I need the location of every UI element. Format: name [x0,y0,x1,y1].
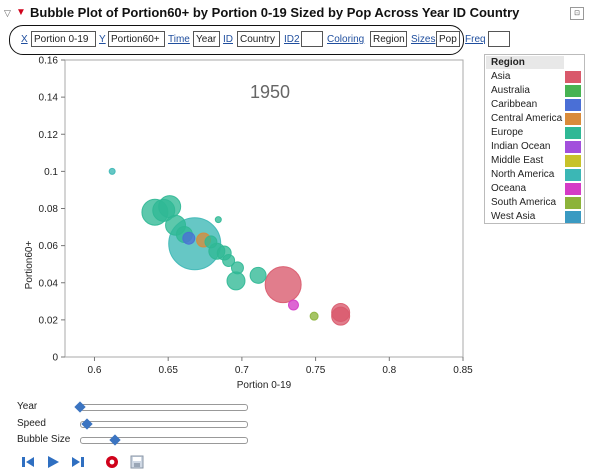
bubbles [108,167,351,326]
y-tick-label: 0.14 [39,93,59,104]
bubble[interactable] [108,167,116,175]
legend-swatch [565,183,581,195]
y-tick-label: 0.06 [39,241,59,252]
bubble[interactable] [182,231,196,245]
x-tick-label: 0.65 [158,365,178,376]
legend-item[interactable]: South America [491,197,557,208]
legend-item[interactable]: Asia [491,71,511,82]
legend-item[interactable]: West Asia [491,211,536,222]
year-watermark: 1950 [250,82,290,102]
year-slider[interactable] [80,404,248,411]
legend-swatch [565,113,581,125]
record-icon [105,456,118,468]
freq-role-field[interactable] [488,31,510,47]
y-tick-label: 0.16 [39,56,59,67]
legend-item[interactable]: Caribbean [491,99,538,110]
y-tick-label: 0 [52,353,58,364]
step-forward-button[interactable] [69,454,86,470]
region-legend: Region Asia Australia Caribbean Central Ame… [484,54,585,224]
y-tick-label: 0.02 [39,315,59,326]
report-title: Bubble Plot of Portion60+ by Portion 0-1… [30,5,520,20]
legend-title: Region [486,56,564,69]
legend-item[interactable]: Middle East [491,155,544,166]
y-tick-label: 0.1 [44,167,58,178]
x-tick-label: 0.7 [235,365,249,376]
legend-swatch [565,71,581,83]
legend-item[interactable]: Oceana [491,183,527,194]
y-role-link[interactable]: Y [99,34,106,45]
y-axis-label: Portion60+ [24,241,35,290]
time-role-link[interactable]: Time [168,34,190,45]
id-role-link[interactable]: ID [223,34,233,45]
red-triangle-menu-icon[interactable]: ▼ [16,7,26,18]
x-tick-label: 0.6 [88,365,102,376]
x-tick-label: 0.85 [453,365,473,376]
disclosure-icon[interactable]: ▽ [4,8,11,18]
legend-swatch [565,127,581,139]
bubble[interactable] [264,266,302,304]
bubble-size-slider-label: Bubble Size [17,434,71,445]
play-icon [47,456,59,468]
legend-swatch [565,197,581,209]
sizes-role-link[interactable]: Sizes [411,34,436,45]
record-button[interactable] [103,454,120,470]
window-options-icon[interactable]: ⊡ [570,7,584,20]
bubble[interactable] [214,216,222,224]
legend-swatch [565,155,581,167]
step-forward-icon [71,457,84,467]
id-role-field[interactable]: Country [237,31,280,47]
sizes-role-field[interactable]: Pop [436,31,460,47]
legend-item[interactable]: North America [491,169,555,180]
bubble[interactable] [331,306,351,326]
bubble-size-slider[interactable] [80,437,248,444]
bubble[interactable] [226,271,246,291]
y-tick-label: 0.08 [39,204,59,215]
legend-item[interactable]: Australia [491,85,530,96]
legend-swatch [565,169,581,181]
bubble[interactable] [158,195,182,219]
bubble[interactable] [249,266,267,284]
year-slider-label: Year [17,401,38,412]
axes: 0.6 0.65 0.7 0.75 0.8 0.85 0 0.02 0.04 0.06 0.08 0.… [39,56,474,377]
legend-item[interactable]: Europe [491,127,524,138]
y-tick-label: 0.04 [39,278,59,289]
legend-item[interactable]: Indian Ocean [491,141,551,152]
id2-role-field[interactable] [301,31,323,47]
legend-swatch [565,141,581,153]
bubble[interactable] [222,253,236,267]
x-role-field[interactable]: Portion 0-19 [31,31,96,47]
freq-role-link[interactable]: Freq [465,34,486,45]
bubble[interactable] [287,299,299,311]
y-role-field[interactable]: Portion60+ [108,31,165,47]
legend-swatch [565,211,581,223]
y-tick-label: 0.12 [39,130,59,141]
report-header: ▽ ▼ Bubble Plot of Portion60+ by Portion… [0,0,591,26]
play-button[interactable] [44,454,61,470]
coloring-role-link[interactable]: Coloring [327,34,365,45]
x-tick-label: 0.75 [306,365,326,376]
speed-slider[interactable] [80,421,248,428]
role-selector-bar [9,25,464,55]
coloring-role-field[interactable]: Region [370,31,407,47]
id2-role-link[interactable]: ID2 [284,34,300,45]
legend-swatch [565,99,581,111]
legend-swatch [565,85,581,97]
x-tick-label: 0.8 [382,365,396,376]
save-icon [130,455,143,469]
bubble[interactable] [309,311,319,321]
bubble-plot: 0.6 0.65 0.7 0.75 0.8 0.85 0 0.02 0.04 0.06 0.08 0.… [24,56,474,392]
step-back-icon [21,457,34,467]
time-role-field[interactable]: Year [193,31,220,47]
legend-item[interactable]: Central America [491,113,563,124]
x-role-link[interactable]: X [21,34,28,45]
step-back-button[interactable] [19,454,36,470]
bubble[interactable] [204,235,218,249]
bubble[interactable] [230,261,244,275]
save-button[interactable] [128,454,145,470]
x-axis-label: Portion 0-19 [237,380,292,391]
speed-slider-label: Speed [17,418,46,429]
plot-frame [64,59,464,358]
